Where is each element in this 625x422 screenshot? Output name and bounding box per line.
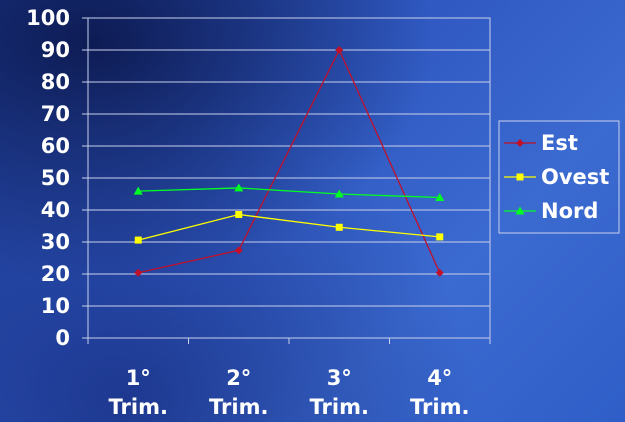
legend-marker-est <box>516 139 524 147</box>
point-est-1 <box>134 268 143 277</box>
xtick-label-3: 3° Trim. <box>310 366 369 419</box>
legend-marker-nord <box>515 206 525 215</box>
legend: Est Ovest Nord <box>498 120 620 234</box>
ytick-label-50: 50 <box>41 166 70 190</box>
ytick-label-10: 10 <box>41 294 70 318</box>
axes <box>82 17 491 344</box>
point-ovest-4 <box>436 233 444 241</box>
point-ovest-1 <box>134 236 142 244</box>
legend-label-ovest: Ovest <box>541 165 609 189</box>
ytick-label-20: 20 <box>41 262 70 286</box>
point-ovest-3 <box>335 223 343 231</box>
point-ovest-2 <box>235 210 243 218</box>
series-line-nord <box>138 187 440 199</box>
series-line-est <box>138 48 441 274</box>
ytick-label-30: 30 <box>41 230 70 254</box>
legend-label-est: Est <box>541 131 578 155</box>
xtick-label-4: 4° Trim. <box>410 366 469 419</box>
ytick-label-0: 0 <box>55 326 70 350</box>
series-lines <box>133 46 445 277</box>
legend-label-nord: Nord <box>541 199 598 223</box>
x-tick-labels: 1° Trim. 2° Trim. 3° Trim. 4° Trim. <box>109 366 470 419</box>
point-est-3 <box>335 46 344 54</box>
ytick-label-70: 70 <box>41 102 70 126</box>
legend-marker-ovest <box>516 173 524 181</box>
y-tick-labels: 0 10 20 30 40 50 60 70 80 90 100 <box>26 6 70 350</box>
xtick-label-1: 1° Trim. <box>109 366 168 419</box>
point-est-2 <box>234 246 243 255</box>
ytick-label-80: 80 <box>41 70 70 94</box>
legend-box <box>498 120 620 234</box>
ytick-label-60: 60 <box>41 134 70 158</box>
point-nord-1 <box>133 186 143 195</box>
xtick-label-2: 2° Trim. <box>209 366 268 419</box>
point-nord-4 <box>435 193 445 202</box>
point-est-4 <box>435 268 444 277</box>
ytick-label-90: 90 <box>41 38 70 62</box>
ytick-label-40: 40 <box>41 198 70 222</box>
ytick-label-100: 100 <box>26 6 70 30</box>
point-nord-3 <box>334 189 344 198</box>
gridlines <box>88 49 490 307</box>
series-line-ovest <box>138 213 440 241</box>
point-nord-2 <box>234 183 244 192</box>
